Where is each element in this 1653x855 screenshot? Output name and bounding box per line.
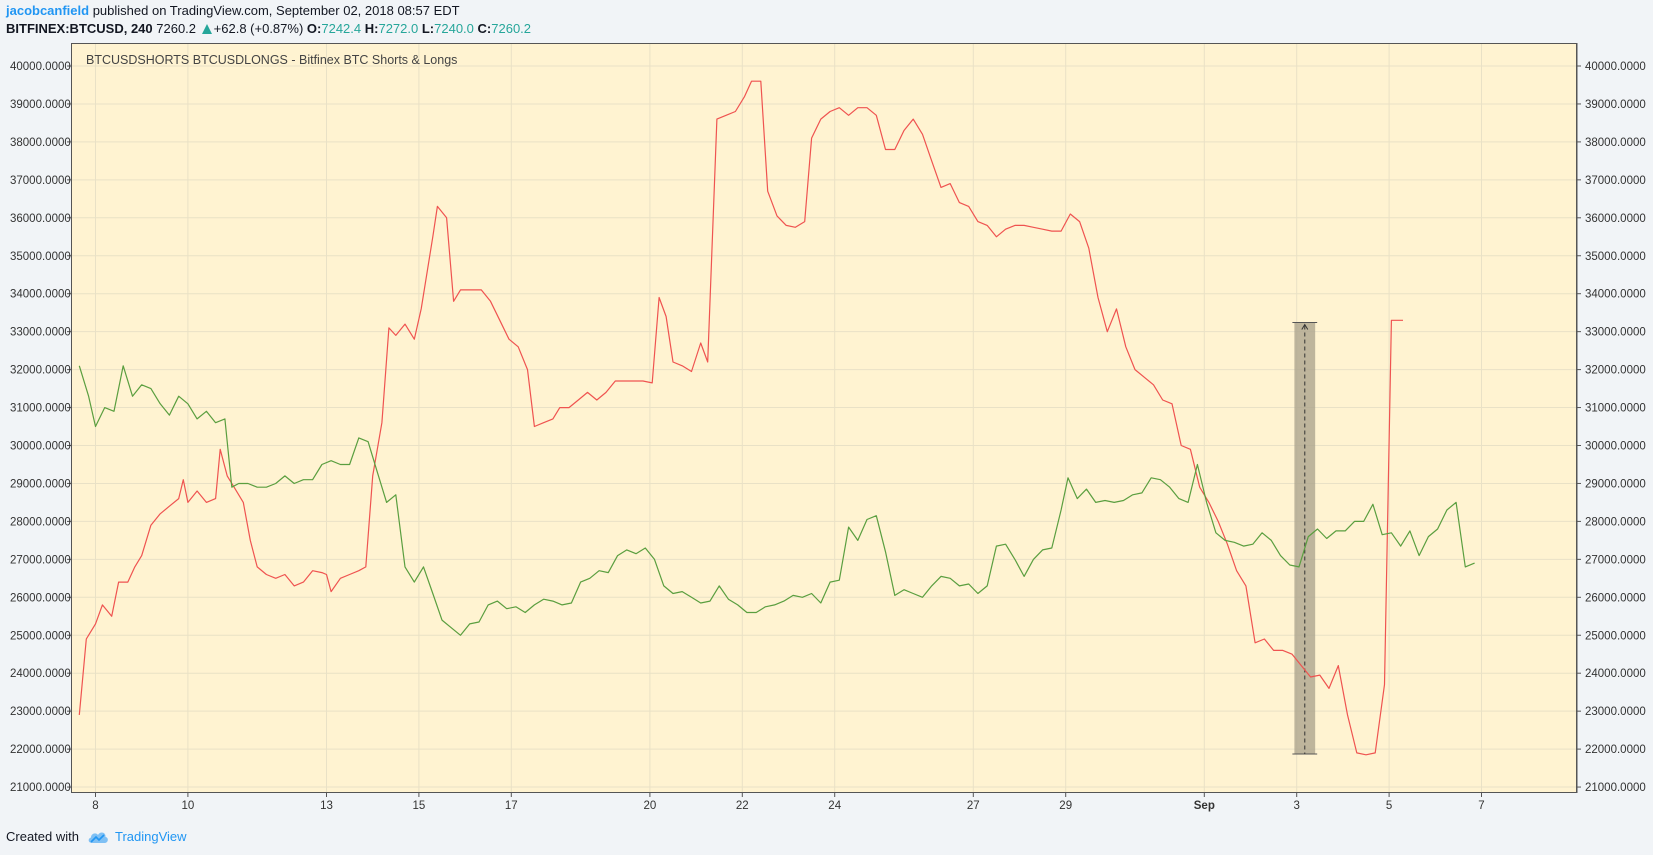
y-tick-label-right-14: 35000.0000 [1585,251,1646,263]
x-tick-label-5: 20 [644,800,657,812]
y-tick-label-left-0: 21000.0000 [10,782,71,794]
high-label: H: [364,21,379,36]
y-tick-label-right-0: 21000.0000 [1585,782,1646,794]
x-tick-label-1: 10 [182,800,195,812]
y-tick-label-left-8: 29000.0000 [10,478,71,490]
series-line-0[interactable] [78,80,1403,756]
tradingview-cloud-icon [88,832,108,843]
y-axis-right[interactable]: 21000.0000 22000.0000 23000.0000 24000.0000… [1576,43,1646,794]
y-tick-label-left-10: 31000.0000 [10,403,71,415]
y-tick-label-right-7: 28000.0000 [1585,516,1646,528]
y-tick-label-right-19: 40000.0000 [1585,61,1646,73]
symbol-info: BITFINEX:BTCUSD, 240 7260.2 +62.8 (+0.87… [6,21,531,36]
publish-info: jacobcanfield published on TradingView.c… [6,3,460,18]
low-label: L: [421,21,435,36]
y-tick-label-left-14: 35000.0000 [10,251,71,263]
plot-area[interactable] [71,43,1577,793]
y-tick-label-left-6: 27000.0000 [10,554,71,566]
up-arrow-icon [201,24,212,34]
y-tick-label-right-8: 29000.0000 [1585,478,1646,490]
y-tick-label-right-18: 39000.0000 [1585,99,1646,111]
highlight-arrow-icon [1301,323,1309,330]
x-tick-label-2: 13 [320,800,333,812]
y-tick-label-left-11: 32000.0000 [10,365,71,377]
y-tick-label-left-13: 34000.0000 [10,289,71,301]
x-tick-label-8: 27 [967,800,980,812]
x-tick-label-9: 29 [1059,800,1072,812]
x-tick-label-6: 22 [736,800,749,812]
y-tick-label-left-4: 25000.0000 [10,630,71,642]
y-tick-label-right-2: 23000.0000 [1585,706,1646,718]
x-axis[interactable]: 8 10 13 15 17 20 22 24 27 29 Sep 3 5 7 [92,793,1485,812]
y-tick-label-left-17: 38000.0000 [10,137,71,149]
close-value: 7260.2 [491,21,532,36]
y-tick-label-right-3: 24000.0000 [1585,668,1646,680]
high-value: 7272.0 [378,21,419,36]
y-tick-label-right-6: 27000.0000 [1585,554,1646,566]
y-tick-label-left-9: 30000.0000 [10,441,71,453]
y-tick-label-right-11: 32000.0000 [1585,365,1646,377]
open-value: 7242.4 [321,21,362,36]
close-label: C: [477,21,492,36]
chart-title: BTCUSDSHORTS BTCUSDLONGS - Bitfinex BTC … [86,53,457,67]
x-tick-label-7: 24 [828,800,841,812]
y-tick-label-right-4: 25000.0000 [1585,630,1646,642]
low-value: 7240.0 [434,21,474,36]
series-lines [78,80,1475,756]
y-tick-label-right-16: 37000.0000 [1585,175,1646,187]
x-tick-label-10: Sep [1194,800,1215,812]
x-tick-label-3: 15 [413,800,426,812]
x-tick-label-0: 8 [92,800,98,812]
y-tick-label-right-15: 36000.0000 [1585,213,1646,225]
tradingview-link[interactable]: TradingView [114,829,187,844]
y-axis-left[interactable]: 21000.0000 22000.0000 23000.0000 24000.0000… [10,61,71,794]
footer: Created with TradingView [6,829,187,844]
price-change: +62.8 (+0.87%) [213,21,304,36]
author-link[interactable]: jacobcanfield [6,3,90,18]
y-tick-label-left-3: 24000.0000 [10,668,71,680]
y-tick-label-left-2: 23000.0000 [10,706,71,718]
grid-lines [71,43,1577,793]
y-tick-label-right-1: 22000.0000 [1585,744,1646,756]
y-tick-label-right-5: 26000.0000 [1585,592,1646,604]
x-tick-label-13: 7 [1478,800,1484,812]
y-tick-label-left-15: 36000.0000 [10,213,71,225]
highlight-range[interactable] [1292,322,1318,755]
y-tick-label-right-9: 30000.0000 [1585,441,1646,453]
y-tick-label-right-13: 34000.0000 [1585,289,1646,301]
series-line-1[interactable] [78,365,1475,636]
y-tick-label-right-10: 31000.0000 [1585,403,1646,415]
y-tick-label-left-7: 28000.0000 [10,516,71,528]
y-tick-label-left-19: 40000.0000 [10,61,71,73]
x-tick-label-12: 5 [1386,800,1392,812]
x-tick-label-4: 17 [505,800,518,812]
y-tick-label-left-18: 39000.0000 [10,99,71,111]
y-tick-label-left-1: 22000.0000 [10,744,71,756]
y-tick-label-left-16: 37000.0000 [10,175,71,187]
y-tick-label-right-12: 33000.0000 [1585,327,1646,339]
last-price: 7260.2 [156,21,197,36]
y-tick-label-right-17: 38000.0000 [1585,137,1646,149]
open-label: O: [306,21,322,36]
y-tick-label-left-5: 26000.0000 [10,592,71,604]
created-with-text: Created with [6,829,79,844]
x-tick-label-11: 3 [1293,800,1299,812]
publish-text: published on TradingView.com, September … [92,3,460,18]
y-tick-label-left-12: 33000.0000 [10,327,71,339]
symbol-label: BITFINEX:BTCUSD, 240 [6,21,153,36]
